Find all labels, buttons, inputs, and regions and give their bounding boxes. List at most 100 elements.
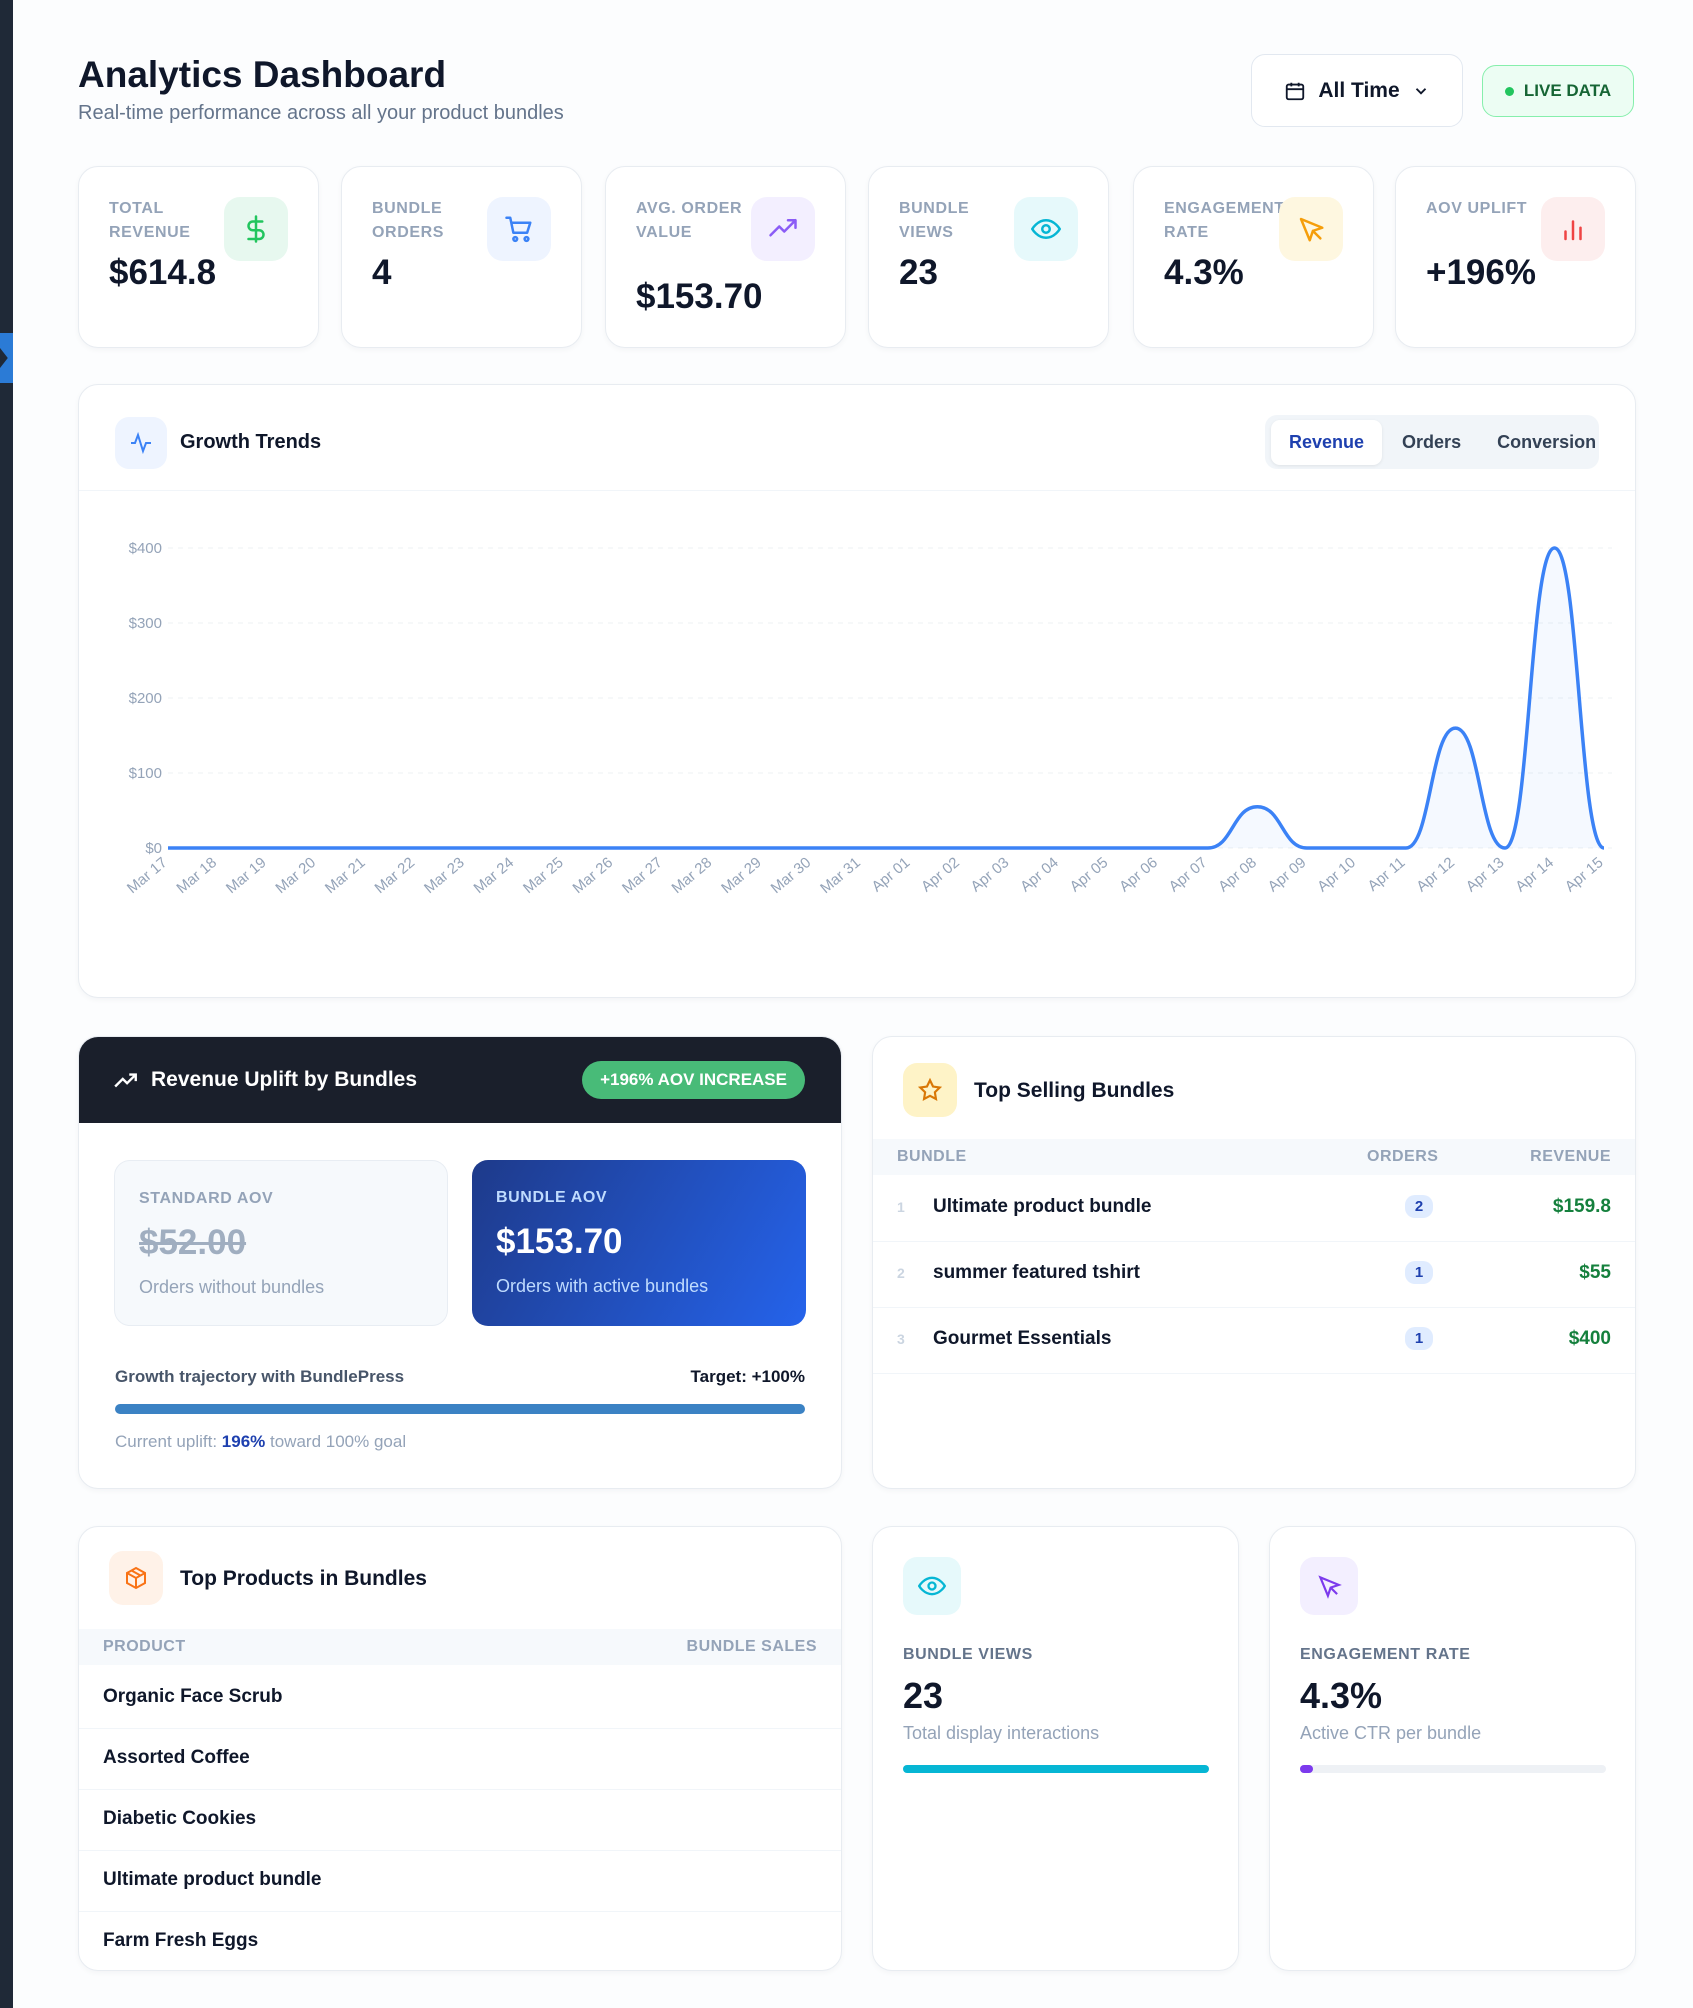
bundle-revenue: $400 <box>1568 1328 1611 1349</box>
live-dot <box>1504 86 1514 96</box>
date-range-label: All Time <box>1318 78 1400 102</box>
stat-glyph <box>1031 219 1061 239</box>
current-uplift-prefix: Current uplift: <box>115 1432 218 1451</box>
orders-pill: 2 <box>1405 1195 1433 1218</box>
current-uplift-suffix: toward 100% goal <box>270 1432 407 1451</box>
x-tick-label: Apr 05 <box>1067 854 1112 895</box>
live-badge: LIVE DATA <box>1482 65 1634 117</box>
orders-pill: 1 <box>1405 1261 1433 1284</box>
bundle-revenue: $55 <box>1579 1262 1611 1283</box>
stat-value: 4 <box>372 253 392 292</box>
product-row: Organic Face Scrub <box>79 1667 841 1729</box>
top-bundles-card: Top Selling Bundles BUNDLE ORDERS REVENU… <box>872 1036 1636 1489</box>
stat-label: BUNDLE ORDERS <box>372 200 445 241</box>
top-products-title: Top Products in Bundles <box>180 1567 427 1590</box>
bundle-aov-box: BUNDLE AOV $153.70 Orders with active bu… <box>472 1160 806 1326</box>
stat-label: TOTAL REVENUE <box>109 200 191 241</box>
product-name: Assorted Coffee <box>103 1747 250 1768</box>
engagement-label: ENGAGEMENT RATE <box>1300 1646 1471 1663</box>
bundle-aov-label: BUNDLE AOV <box>496 1189 608 1206</box>
x-tick-label: Mar 20 <box>272 854 319 897</box>
stat-glyph <box>1299 217 1324 242</box>
growth-title: Growth Trends <box>180 431 322 453</box>
views-bar <box>903 1765 1209 1773</box>
x-tick-label: Apr 14 <box>1512 854 1557 895</box>
x-tick-label: Mar 26 <box>570 854 617 897</box>
x-tick-label: Mar 28 <box>669 854 716 897</box>
bundle-name: Ultimate product bundle <box>933 1196 1152 1217</box>
engagement-value: 4.3% <box>1300 1675 1383 1716</box>
tab-orders[interactable]: Orders <box>1402 431 1462 452</box>
stat-icon <box>224 197 288 261</box>
stat-label: ENGAGEMENT RATE <box>1164 200 1285 241</box>
col-bundle: BUNDLE <box>897 1148 967 1165</box>
top-products-card: Top Products in Bundles PRODUCT BUNDLE S… <box>78 1526 842 1971</box>
stat-glyph <box>769 219 797 237</box>
uplift-badge: +196% AOV INCREASE <box>582 1061 805 1099</box>
y-tick-label: $200 <box>129 690 162 707</box>
x-tick-label: Apr 06 <box>1116 854 1161 895</box>
metric-tabs: Revenue Orders Conversion <box>1265 415 1599 469</box>
bundle-row: 3 Gourmet Essentials 1 $400 <box>873 1307 1635 1374</box>
date-range-button[interactable]: All Time <box>1251 54 1463 127</box>
x-tick-label: Apr 07 <box>1166 854 1211 895</box>
y-tick-label: $100 <box>129 765 162 782</box>
standard-aov-box: STANDARD AOV $52.00 Orders without bundl… <box>114 1160 448 1326</box>
x-tick-label: Mar 18 <box>173 854 220 897</box>
uplift-card: Revenue Uplift by Bundles +196% AOV INCR… <box>78 1036 842 1489</box>
uplift-progress <box>115 1404 805 1414</box>
stat-card: ENGAGEMENT RATE 4.3% <box>1133 166 1374 348</box>
y-tick-label: $400 <box>129 540 162 557</box>
stat-value: 23 <box>899 253 938 292</box>
sidebar-edge <box>0 0 13 2008</box>
stat-card: AOV UPLIFT +196% <box>1395 166 1636 348</box>
tab-conversion[interactable]: Conversion <box>1497 431 1597 452</box>
stat-value: 4.3% <box>1164 253 1244 292</box>
bundle-row: 2 summer featured tshirt 1 $55 <box>873 1241 1635 1308</box>
x-tick-label: Mar 22 <box>371 854 418 897</box>
views-label: BUNDLE VIEWS <box>903 1646 1033 1663</box>
stat-glyph <box>247 215 265 243</box>
stat-icon <box>1014 197 1078 261</box>
cursor-icon <box>1300 1557 1358 1615</box>
col-product: PRODUCT <box>103 1638 186 1655</box>
stat-glyph <box>505 216 532 243</box>
revenue-line <box>168 546 1605 850</box>
growth-card: Growth Trends Revenue Orders Conversion … <box>78 384 1636 998</box>
product-row: Ultimate product bundle <box>79 1850 841 1912</box>
engagement-card: ENGAGEMENT RATE 4.3% Active CTR per bund… <box>1269 1526 1636 1971</box>
orders-pill: 1 <box>1405 1327 1433 1350</box>
product-name: Ultimate product bundle <box>103 1869 322 1890</box>
revenue-area <box>168 548 1604 848</box>
star-icon <box>903 1063 957 1117</box>
growth-icon <box>115 417 167 469</box>
x-tick-label: Mar 27 <box>619 854 666 897</box>
x-tick-label: Mar 25 <box>520 854 567 897</box>
views-value: 23 <box>903 1675 944 1716</box>
stat-icon <box>487 197 551 261</box>
x-tick-label: Apr 11 <box>1365 854 1409 895</box>
tab-revenue[interactable]: Revenue <box>1271 419 1383 465</box>
stat-icon <box>751 197 815 261</box>
y-tick-label: $0 <box>145 840 162 857</box>
stat-value: $614.8 <box>109 253 217 292</box>
x-tick-label: Apr 13 <box>1463 854 1508 895</box>
stat-value: $153.70 <box>636 277 763 316</box>
standard-aov-label: STANDARD AOV <box>139 1190 274 1207</box>
stat-glyph <box>1564 220 1582 241</box>
engagement-track <box>1300 1765 1606 1773</box>
product-row: Assorted Coffee <box>79 1728 841 1790</box>
engagement-note: Active CTR per bundle <box>1300 1723 1482 1743</box>
x-tick-label: Mar 21 <box>322 854 369 897</box>
stat-card: BUNDLE ORDERS 4 <box>341 166 582 348</box>
x-tick-label: Mar 19 <box>223 854 270 897</box>
stat-label: AVG. ORDER VALUE <box>636 200 743 241</box>
trajectory-label: Growth trajectory with BundlePress <box>115 1367 405 1386</box>
x-tick-label: Apr 10 <box>1314 854 1359 895</box>
standard-aov-value: $52.00 <box>139 1223 247 1262</box>
stat-label: AOV UPLIFT <box>1426 200 1528 217</box>
product-name: Farm Fresh Eggs <box>103 1930 259 1951</box>
x-tick-label: Apr 02 <box>918 854 963 895</box>
